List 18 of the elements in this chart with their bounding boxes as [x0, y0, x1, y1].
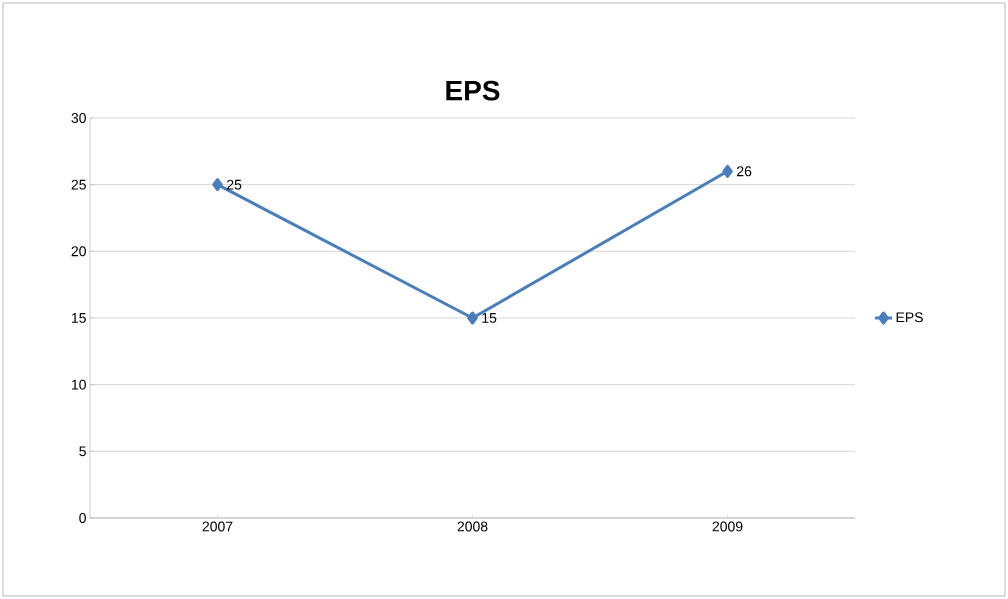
x-tick-label: 2007 — [202, 521, 233, 532]
y-tick-label: 0 — [79, 513, 86, 523]
x-tick-label: 2009 — [712, 521, 743, 532]
x-tick-label: 2008 — [457, 521, 488, 532]
y-tick-label: 10 — [71, 379, 86, 390]
chart-title: EPS — [446, 80, 500, 101]
y-tick-label: 25 — [71, 179, 86, 190]
y-tick-label: 5 — [79, 446, 86, 457]
data-label: 26 — [737, 166, 752, 177]
y-tick-label: 30 — [71, 113, 86, 123]
point — [212, 178, 223, 192]
y-tick-label: 20 — [71, 246, 86, 257]
point — [467, 311, 478, 325]
point — [722, 164, 733, 178]
data-label: 15 — [482, 313, 497, 323]
y-tick-label: 15 — [71, 313, 86, 323]
data-label: 25 — [227, 179, 242, 190]
legend-label: EPS — [896, 312, 923, 323]
